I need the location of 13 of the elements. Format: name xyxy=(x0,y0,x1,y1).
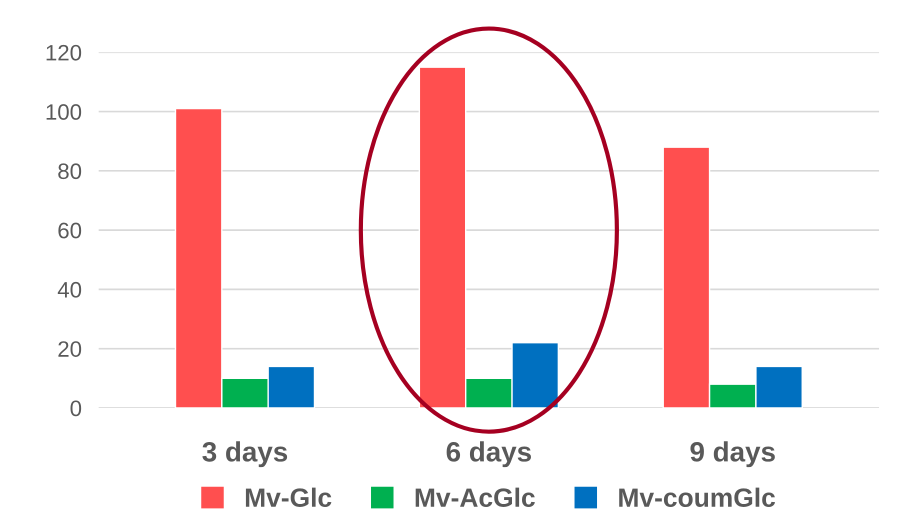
legend-label: Mv-Glc xyxy=(246,488,332,508)
y-tick-label: 0 xyxy=(70,400,82,416)
y-tick-label: 120 xyxy=(46,44,82,61)
y-tick-label: 60 xyxy=(58,222,82,238)
x-tick-label: 9 days xyxy=(690,441,775,468)
y-tick-label: 80 xyxy=(58,163,82,180)
y-tick-label: 40 xyxy=(58,282,82,298)
x-tick-label: 6 days xyxy=(446,441,531,468)
x-tick-label: 3 days xyxy=(202,441,288,468)
legend-label: Mv-AcGlc xyxy=(416,488,535,508)
legend-label: Mv-coumGlc xyxy=(619,488,776,508)
y-tick-label: 20 xyxy=(58,341,82,357)
y-tick-label: 100 xyxy=(46,104,82,120)
